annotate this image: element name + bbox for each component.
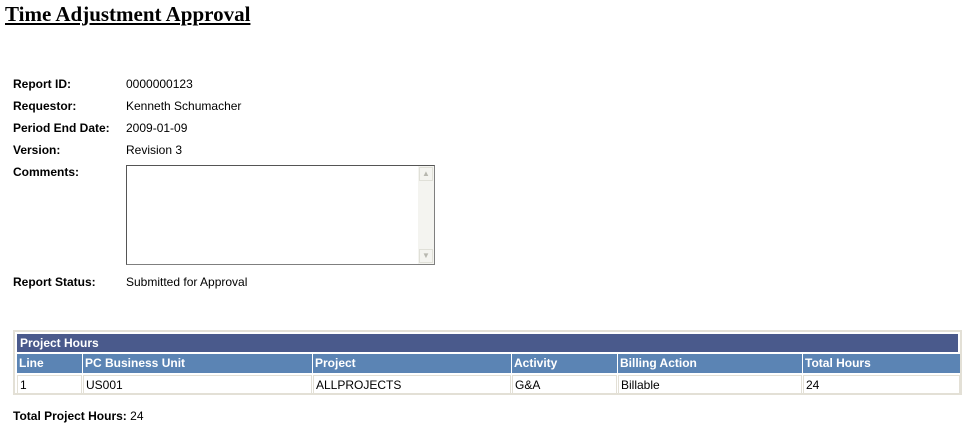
cell-project: ALLPROJECTS bbox=[313, 375, 511, 394]
project-hours-grid: Project Hours Line PC Business Unit Proj… bbox=[13, 330, 962, 395]
comments-scrollbar[interactable]: ▲ ▼ bbox=[418, 166, 434, 264]
cell-line: 1 bbox=[17, 375, 82, 394]
total-label: Total Project Hours: bbox=[13, 409, 127, 423]
cell-activity: G&A bbox=[512, 375, 617, 394]
report-id-value: 0000000123 bbox=[126, 77, 193, 91]
col-header-business-unit: PC Business Unit bbox=[83, 354, 312, 373]
comments-label: Comments: bbox=[13, 165, 80, 179]
version-label: Version: bbox=[13, 143, 61, 157]
col-header-activity: Activity bbox=[512, 354, 617, 373]
cell-total-hours: 24 bbox=[803, 375, 960, 394]
report-id-label: Report ID: bbox=[13, 77, 71, 91]
col-header-project: Project bbox=[313, 354, 511, 373]
scroll-up-icon[interactable]: ▲ bbox=[419, 167, 433, 181]
grid-title: Project Hours bbox=[17, 334, 958, 352]
total-project-hours: Total Project Hours: 24 bbox=[13, 408, 144, 424]
period-end-label: Period End Date: bbox=[13, 121, 110, 135]
comments-textarea[interactable]: ▲ ▼ bbox=[126, 165, 435, 265]
total-value: 24 bbox=[130, 409, 144, 423]
requestor-label: Requestor: bbox=[13, 99, 77, 113]
requestor-value: Kenneth Schumacher bbox=[126, 99, 242, 113]
status-label: Report Status: bbox=[13, 275, 96, 289]
col-header-total-hours: Total Hours bbox=[803, 354, 960, 373]
col-header-line: Line bbox=[17, 354, 82, 373]
period-end-value: 2009-01-09 bbox=[126, 121, 188, 135]
page-title: Time Adjustment Approval bbox=[5, 2, 251, 26]
cell-billing-action: Billable bbox=[618, 375, 802, 394]
col-header-billing-action: Billing Action bbox=[618, 354, 802, 373]
status-value: Submitted for Approval bbox=[126, 275, 248, 289]
cell-business-unit: US001 bbox=[83, 375, 312, 394]
scroll-down-icon[interactable]: ▼ bbox=[419, 249, 433, 263]
version-value: Revision 3 bbox=[126, 143, 183, 157]
